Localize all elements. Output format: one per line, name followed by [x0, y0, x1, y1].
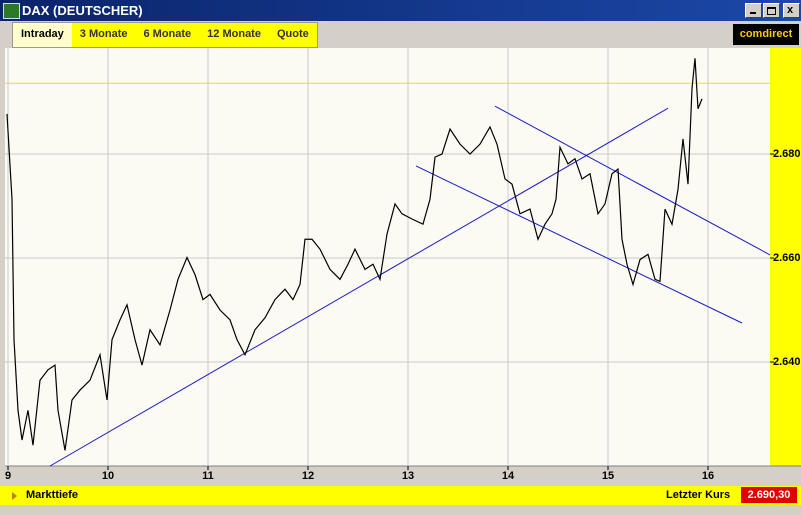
logo: comdirect [733, 24, 799, 45]
window-title: DAX (DEUTSCHER) [22, 3, 143, 18]
y-tick-label: 2.660 [773, 252, 801, 264]
close-button[interactable]: x [783, 3, 800, 18]
price-line [6, 58, 703, 451]
title-bar: DAX (DEUTSCHER) x [0, 0, 801, 21]
app-icon [3, 3, 20, 19]
tab[interactable]: 6 Monate [143, 28, 192, 40]
x-tick-label: 9 [5, 470, 11, 482]
tab-bar: Intraday 3 Monate 6 Monate 12 Monate Quote c… [0, 22, 801, 48]
last-price-label: Letzter Kurs [666, 489, 731, 501]
tab[interactable]: Intraday [13, 23, 72, 47]
last-price-value: 2.690,30 [741, 487, 797, 503]
x-axis-strip [0, 466, 801, 486]
x-tick-label: 15 [602, 470, 614, 482]
x-tick-label: 16 [702, 470, 714, 482]
x-tick-label: 11 [202, 470, 214, 482]
restore-button[interactable] [763, 3, 780, 18]
x-tick-label: 14 [502, 470, 515, 482]
y-tick-label: 2.680 [773, 148, 801, 160]
market-depth[interactable]: Markttiefe [26, 489, 78, 501]
y-axis-strip [770, 48, 801, 466]
chart: 2.640 2.660 2.680 9 10 11 12 13 14 15 16 [0, 48, 801, 486]
tab[interactable]: 12 Monate [207, 28, 261, 40]
x-tick-label: 10 [102, 470, 114, 482]
tab[interactable]: 3 Monate [79, 28, 128, 40]
tabs: Intraday 3 Monate 6 Monate 12 Monate Quote [12, 22, 318, 48]
expand-arrow [12, 492, 17, 500]
x-tick-label: 13 [402, 470, 414, 482]
trend-line [49, 107, 669, 467]
trend-line [415, 165, 743, 324]
footer-bar: Markttiefe Letzter Kurs 2.690,30 [0, 486, 801, 505]
y-tick-label: 2.640 [773, 356, 801, 368]
plot-area [5, 48, 770, 466]
trend-line [494, 105, 771, 256]
tab[interactable]: Quote [276, 28, 309, 40]
minimize-button[interactable] [745, 3, 762, 18]
x-tick-label: 12 [302, 470, 314, 482]
